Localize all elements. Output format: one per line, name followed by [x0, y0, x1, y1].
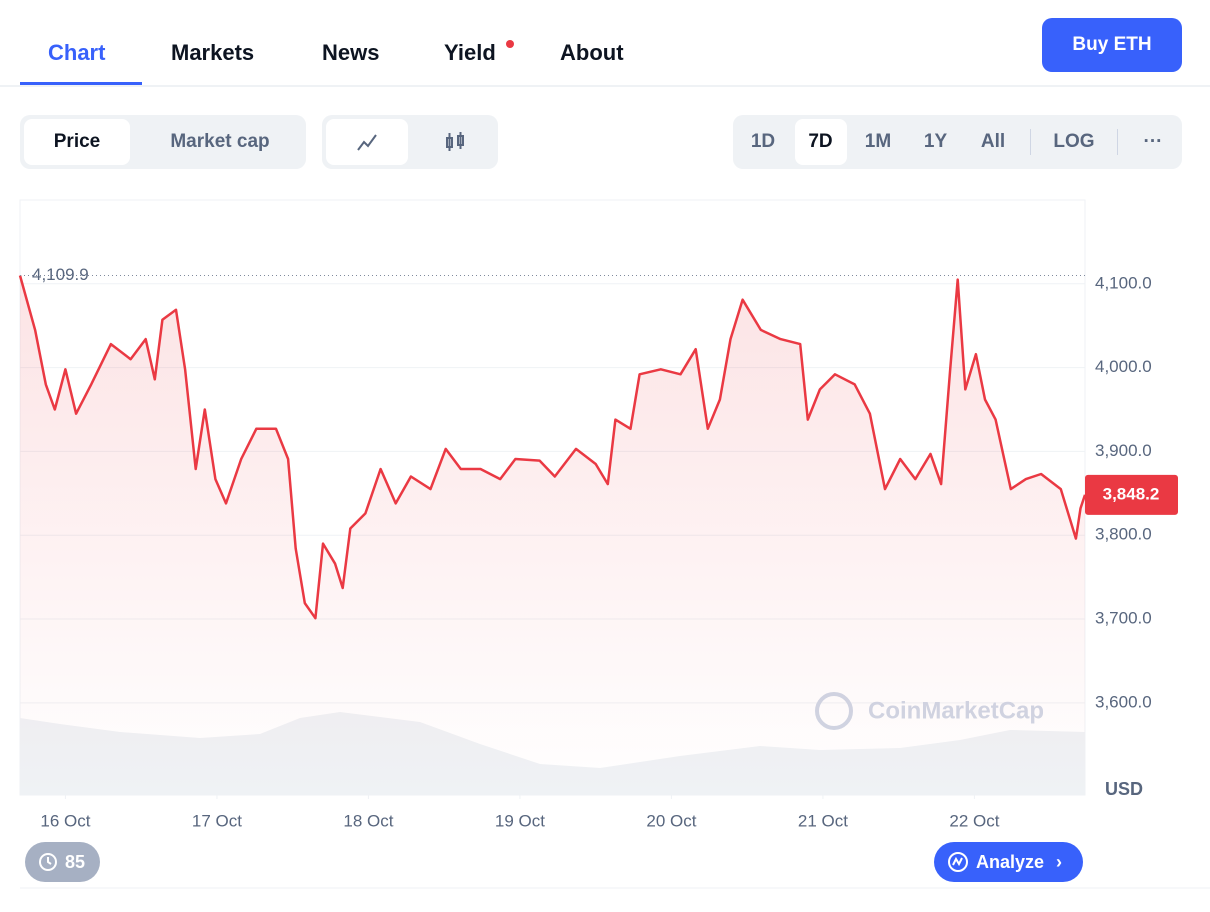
range-option[interactable]: 1M [864, 131, 892, 152]
tab[interactable]: Yield [444, 40, 496, 65]
y-tick-label: 3,900.0 [1095, 441, 1152, 460]
separator [1117, 129, 1118, 155]
analyze-label: Analyze [976, 852, 1045, 872]
tab[interactable]: Markets [171, 40, 255, 65]
last-price-tag [1085, 474, 1178, 515]
y-tick-label: 4,100.0 [1095, 273, 1152, 292]
x-tick-label: 17 Oct [192, 811, 242, 830]
range-option[interactable]: All [980, 131, 1006, 152]
x-tick-label: 19 Oct [495, 811, 545, 830]
y-tick-label: 3,800.0 [1095, 525, 1152, 544]
history-count: 85 [65, 852, 86, 872]
x-tick-label: 20 Oct [646, 811, 696, 830]
price-line [18, 275, 1087, 620]
metric-toggle: Price Market cap [20, 115, 306, 169]
tab[interactable]: News [322, 40, 380, 65]
x-tick-label: 16 Oct [40, 811, 90, 830]
y-tick-label: 4,000.0 [1095, 357, 1152, 376]
range-toggle: LOG ··· 1D 7D 1M 1Y All [733, 115, 1182, 169]
notification-dot [506, 40, 514, 48]
more-button[interactable]: ··· [1143, 131, 1163, 152]
history-badge[interactable]: 85 [25, 842, 100, 882]
high-label: 4,109.9 [32, 265, 89, 284]
range-option[interactable]: 1Y [923, 131, 948, 152]
y-tick-label: 3,600.0 [1095, 692, 1152, 711]
log-button[interactable]: LOG [1053, 131, 1095, 152]
line-chart-button[interactable] [326, 119, 408, 165]
candle-chart-button[interactable] [416, 119, 494, 165]
x-tick-label: 22 Oct [949, 811, 999, 830]
last-price-label: 3,848.2 [1103, 484, 1160, 503]
y-unit: USD [1105, 779, 1143, 799]
active-tab-underline [20, 82, 142, 85]
line-icon [357, 134, 377, 151]
tab[interactable]: Chart [48, 40, 106, 65]
separator [1030, 129, 1031, 155]
price-area [20, 275, 1085, 795]
tab[interactable]: About [560, 40, 624, 65]
candle-icon [446, 131, 464, 151]
toggle-option[interactable]: Price [24, 119, 130, 165]
clock-icon [39, 853, 57, 871]
range-option[interactable]: 7D [794, 119, 847, 165]
range-option[interactable]: 1D [750, 131, 776, 152]
analyze-icon [948, 852, 968, 872]
buy-button[interactable]: Buy ETH [1042, 18, 1182, 72]
toggle-option[interactable]: Market cap [170, 131, 270, 152]
y-tick-label: 3,700.0 [1095, 608, 1152, 627]
x-tick-label: 21 Oct [798, 811, 848, 830]
chevron: › [1056, 852, 1062, 872]
analyze-button[interactable]: Analyze › [934, 842, 1083, 882]
x-tick-label: 18 Oct [343, 811, 393, 830]
chart-type-toggle [322, 115, 498, 169]
